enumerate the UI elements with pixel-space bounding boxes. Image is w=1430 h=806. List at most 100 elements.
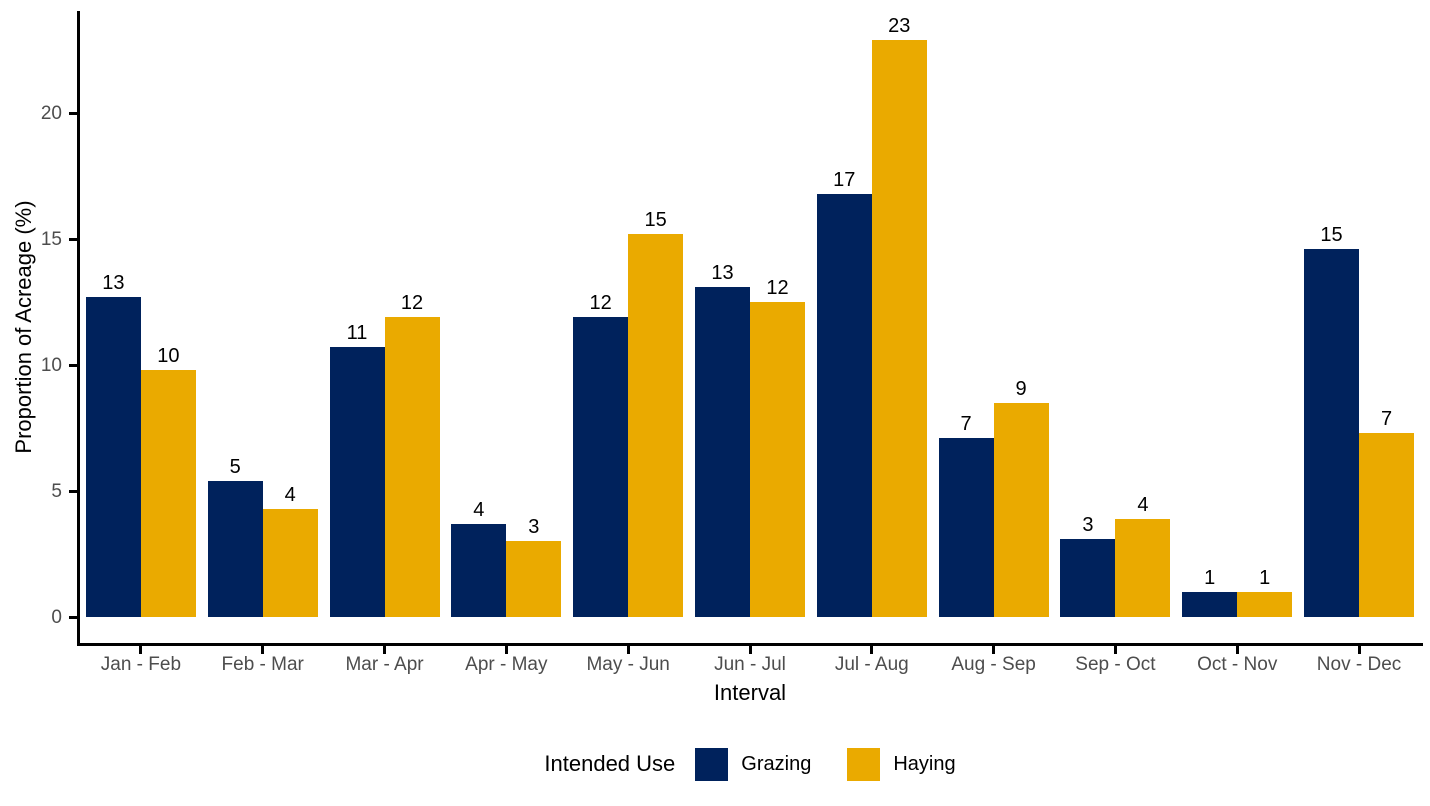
bar-grazing-jul-aug: 17 bbox=[816, 169, 872, 617]
bar-value-label: 7 bbox=[960, 413, 972, 435]
x-tick-mark bbox=[1113, 646, 1117, 654]
y-tick-label: 10 bbox=[40, 354, 62, 376]
bar-grazing-mar-apr: 11 bbox=[329, 322, 385, 617]
y-tick-label: 0 bbox=[51, 606, 62, 628]
grazing-color-swatch bbox=[695, 747, 729, 781]
bar-value-label: 1 bbox=[1259, 567, 1271, 589]
x-tick-label-oct-nov: Oct - Nov bbox=[1197, 654, 1278, 675]
legend-item-haying: Haying bbox=[847, 747, 956, 781]
haying-color-swatch bbox=[847, 747, 881, 781]
x-tick-mark bbox=[870, 646, 874, 654]
bar-value-label: 12 bbox=[400, 292, 424, 314]
y-tick-mark bbox=[69, 615, 77, 619]
bar-value-label: 4 bbox=[1137, 494, 1149, 516]
bar-grazing-sep-oct: 3 bbox=[1060, 514, 1116, 617]
x-axis-labels: Jan - Feb Feb - Mar Mar - Apr Apr - May May … bbox=[80, 654, 1420, 676]
y-tick-mark bbox=[69, 237, 77, 241]
bar-value-label: 3 bbox=[1082, 514, 1094, 536]
legend: Intended Use Grazing Haying bbox=[77, 744, 1423, 784]
bar-value-label: 4 bbox=[473, 499, 485, 521]
bar-value-label: 9 bbox=[1015, 378, 1027, 400]
x-tick-label-jun-jul: Jun - Jul bbox=[714, 654, 786, 675]
x-tick-label-feb-mar: Feb - Mar bbox=[221, 654, 304, 675]
x-tick-label-nov-dec: Nov - Dec bbox=[1316, 654, 1402, 675]
bar-value-label: 23 bbox=[888, 15, 911, 37]
legend-label-haying: Haying bbox=[893, 752, 956, 775]
bar-group-may-jun: 12 15 bbox=[567, 209, 689, 617]
bar-value-label: 13 bbox=[102, 272, 125, 294]
x-tick-label-aug-sep: Aug - Sep bbox=[951, 654, 1036, 675]
y-tick-label: 20 bbox=[40, 102, 62, 124]
bar-value-label: 15 bbox=[644, 209, 667, 231]
legend-item-grazing: Grazing bbox=[695, 747, 812, 781]
bar-grazing-jun-jul: 13 bbox=[694, 262, 750, 617]
bar-haying-feb-mar: 4 bbox=[262, 484, 318, 617]
x-tick-label-may-jun: May - Jun bbox=[586, 654, 670, 675]
bar-grazing-feb-mar: 5 bbox=[207, 456, 263, 617]
bar-value-label: 15 bbox=[1320, 224, 1343, 246]
bar-value-label: 10 bbox=[157, 345, 180, 367]
bar-grazing-may-jun: 12 bbox=[573, 292, 629, 617]
bar-value-label: 12 bbox=[766, 277, 789, 299]
bar-grazing-aug-sep: 7 bbox=[938, 413, 994, 617]
legend-title: Intended Use bbox=[544, 751, 676, 776]
bar-value-label: 17 bbox=[833, 169, 856, 191]
x-tick-label-apr-may: Apr - May bbox=[465, 654, 548, 675]
bar-value-label: 3 bbox=[528, 516, 540, 538]
x-tick-label-mar-apr: Mar - Apr bbox=[345, 654, 424, 675]
x-axis-title: Interval bbox=[713, 680, 787, 705]
x-tick-mark bbox=[626, 646, 630, 654]
y-axis-line bbox=[77, 11, 80, 646]
y-tick-label: 5 bbox=[51, 480, 62, 502]
legend-label-grazing: Grazing bbox=[741, 752, 812, 775]
x-tick-mark bbox=[748, 646, 752, 654]
bar-haying-jan-feb: 10 bbox=[140, 345, 196, 617]
y-tick-label: 15 bbox=[40, 228, 62, 250]
bar-value-label: 5 bbox=[229, 456, 241, 478]
bar-grazing-oct-nov: 1 bbox=[1182, 567, 1238, 617]
x-tick-label-jan-feb: Jan - Feb bbox=[100, 654, 182, 675]
x-tick-mark bbox=[261, 646, 265, 654]
bar-haying-oct-nov: 1 bbox=[1237, 567, 1293, 617]
bars-area: 13 10 5 4 11 12 4 3 12 15 13 12 17 23 7 9 3 4 1 1 15 7 bbox=[80, 11, 1420, 643]
bar-value-label: 7 bbox=[1380, 408, 1393, 430]
bar-haying-jul-aug: 23 bbox=[871, 15, 927, 617]
x-tick-mark bbox=[383, 646, 387, 654]
bar-haying-may-jun: 15 bbox=[628, 209, 684, 617]
bar-haying-jun-jul: 12 bbox=[749, 277, 805, 617]
bar-grazing-nov-dec: 15 bbox=[1304, 224, 1360, 617]
y-tick-mark bbox=[69, 489, 77, 493]
bar-value-label: 13 bbox=[711, 262, 734, 284]
bar-value-label: 12 bbox=[589, 292, 612, 314]
bar-group-mar-apr: 11 12 bbox=[324, 292, 446, 617]
x-tick-mark bbox=[139, 646, 143, 654]
x-tick-mark bbox=[504, 646, 508, 654]
bar-grazing-jan-feb: 13 bbox=[85, 272, 141, 617]
bar-grazing-apr-may: 4 bbox=[451, 499, 507, 617]
bar-haying-sep-oct: 4 bbox=[1115, 494, 1171, 617]
x-tick-mark bbox=[1357, 646, 1361, 654]
bar-value-label: 4 bbox=[284, 484, 296, 506]
x-tick-label-sep-oct: Sep - Oct bbox=[1075, 654, 1156, 675]
x-tick-mark bbox=[992, 646, 996, 654]
x-tick-label-jul-aug: Jul - Aug bbox=[834, 654, 909, 675]
bar-group-nov-dec: 15 7 bbox=[1298, 224, 1420, 617]
bar-haying-mar-apr: 12 bbox=[384, 292, 440, 617]
bar-value-label: 11 bbox=[346, 322, 368, 344]
bar-group-jul-aug: 17 23 bbox=[811, 15, 933, 617]
bar-haying-nov-dec: 7 bbox=[1359, 408, 1415, 617]
bar-group-jan-feb: 13 10 bbox=[80, 272, 202, 617]
bar-group-jun-jul: 13 12 bbox=[689, 262, 811, 617]
bar-value-label: 1 bbox=[1204, 567, 1216, 589]
y-tick-mark bbox=[69, 363, 77, 367]
x-axis-line bbox=[77, 643, 1423, 646]
bar-haying-aug-sep: 9 bbox=[993, 378, 1049, 617]
bar-haying-apr-may: 3 bbox=[506, 516, 562, 617]
x-tick-mark bbox=[1235, 646, 1239, 654]
